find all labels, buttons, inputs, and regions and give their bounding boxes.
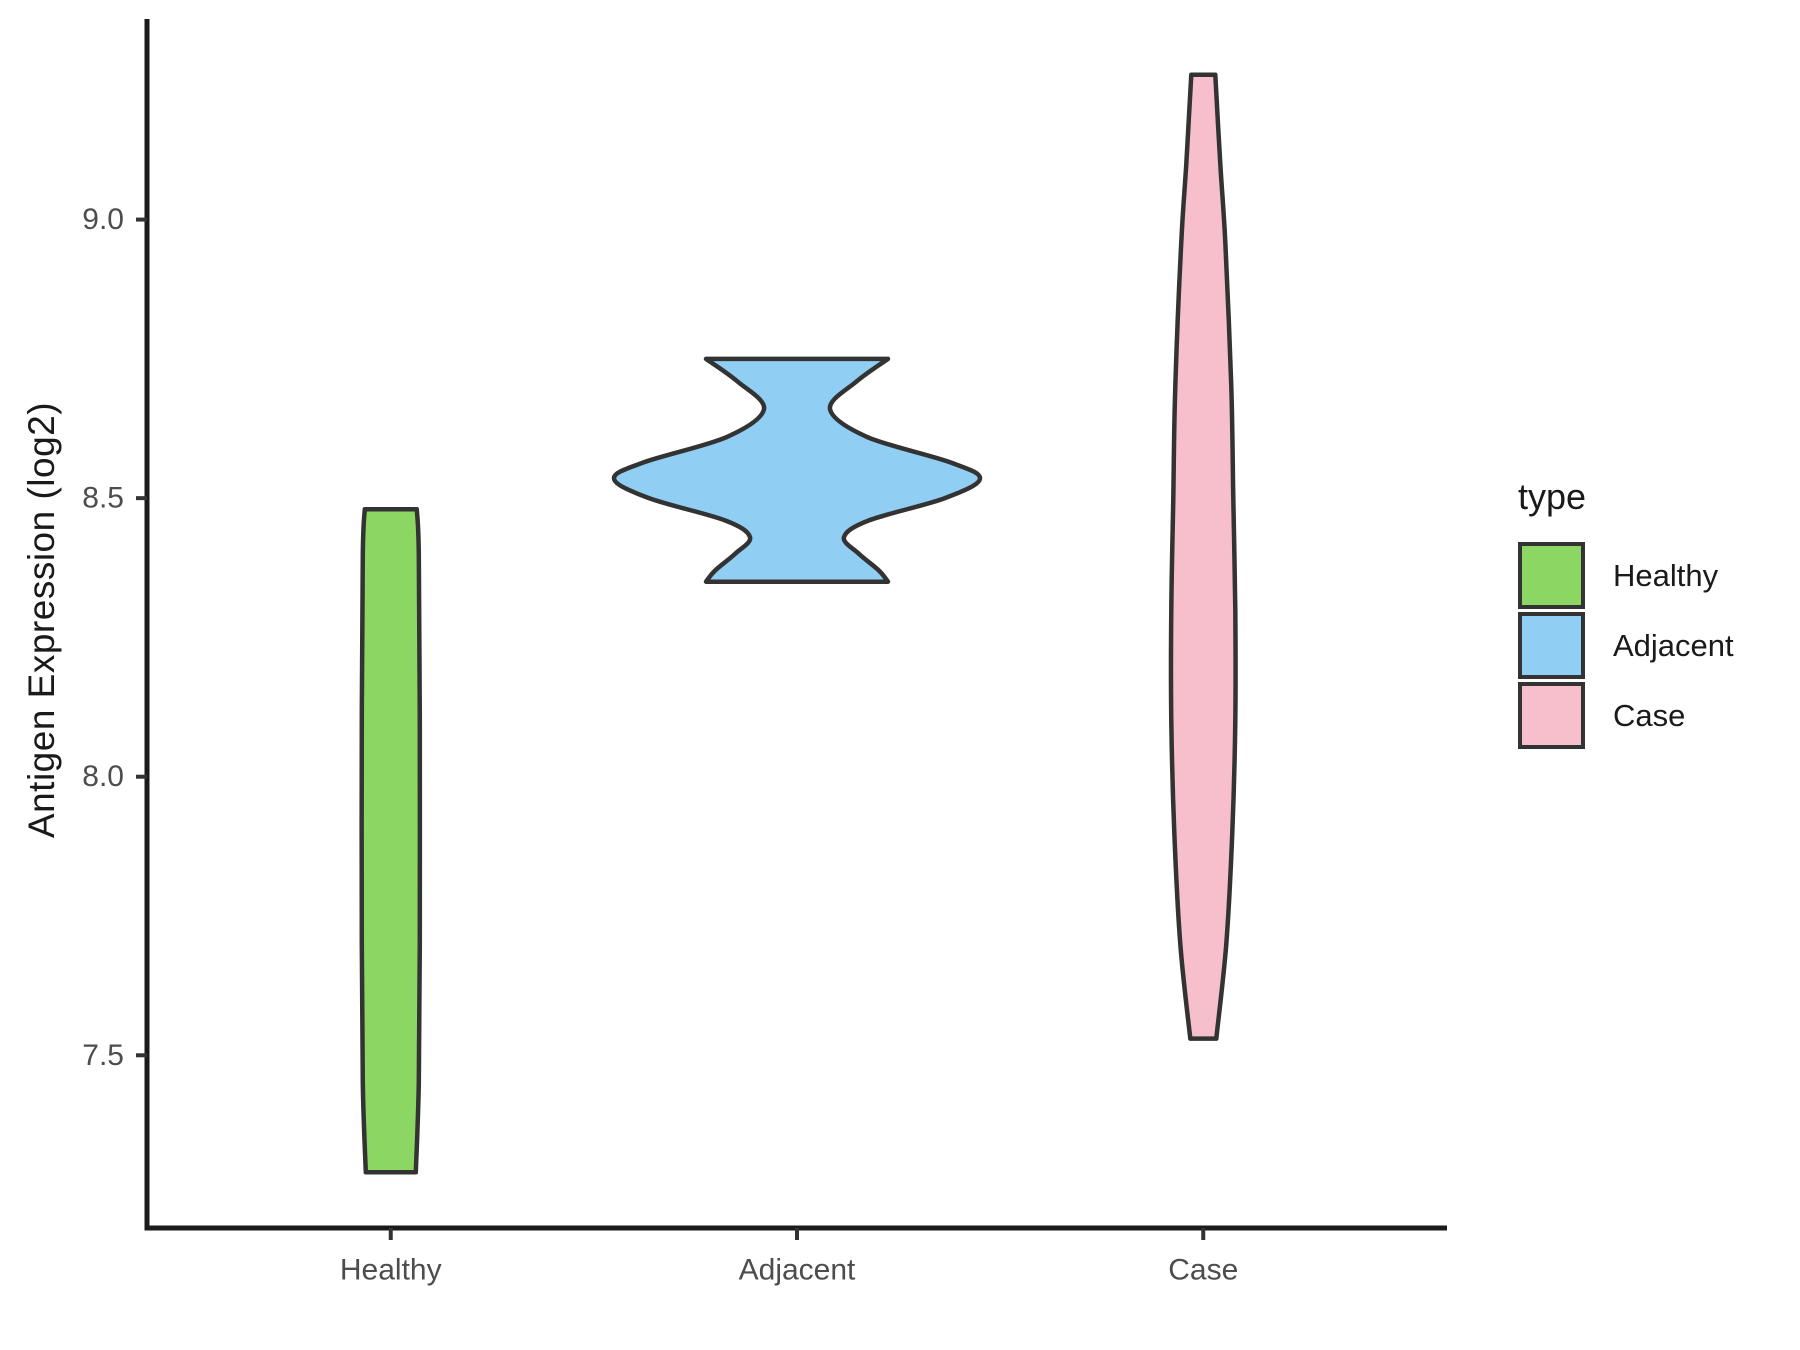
legend-label-case: Case: [1613, 697, 1686, 733]
violin-adjacent: [611, 356, 983, 584]
legend-item-adjacent: Adjacent: [1518, 612, 1734, 679]
y-axis-title: Antigen Expression (log2): [21, 401, 62, 839]
x-axis-label-adjacent: Adjacent: [739, 1254, 856, 1287]
legend-item-case: Case: [1518, 682, 1734, 749]
y-tick-label: 8.0: [82, 760, 124, 793]
y-tick-label: 8.5: [82, 482, 124, 515]
y-tick-label: 9.0: [82, 203, 124, 236]
legend-title: type: [1518, 476, 1587, 517]
violin-case: [1168, 72, 1238, 1041]
legend-swatch-adjacent: [1518, 612, 1585, 679]
violin-healthy: [359, 507, 423, 1175]
legend-label-adjacent: Adjacent: [1613, 627, 1734, 663]
legend: type Healthy Adjacent Case: [1518, 476, 1734, 752]
x-axis-label-healthy: Healthy: [340, 1254, 442, 1287]
y-tick-label: 7.5: [82, 1039, 124, 1072]
legend-item-healthy: Healthy: [1518, 542, 1734, 609]
x-axis-label-case: Case: [1168, 1254, 1238, 1287]
legend-label-healthy: Healthy: [1613, 557, 1719, 593]
legend-swatch-case: [1518, 682, 1585, 749]
legend-swatch-healthy: [1518, 542, 1585, 609]
